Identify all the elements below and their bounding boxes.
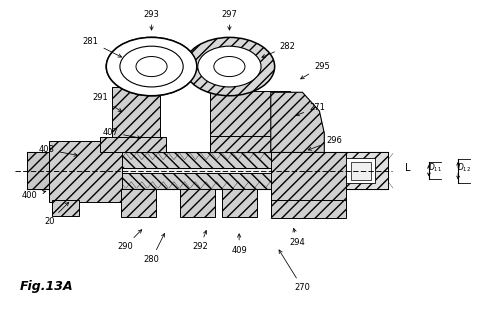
Bar bbox=[52, 200, 79, 216]
Polygon shape bbox=[271, 92, 325, 152]
Bar bbox=[122, 189, 157, 217]
Text: 293: 293 bbox=[143, 10, 160, 30]
Text: 409: 409 bbox=[231, 234, 247, 255]
Text: $D_{11}$: $D_{11}$ bbox=[427, 161, 442, 174]
Text: 270: 270 bbox=[279, 250, 310, 292]
Bar bbox=[351, 162, 370, 180]
Bar bbox=[27, 152, 387, 168]
Text: 280: 280 bbox=[143, 233, 164, 264]
Bar bbox=[27, 152, 51, 190]
Text: 295: 295 bbox=[301, 62, 330, 79]
Text: 271: 271 bbox=[296, 103, 325, 116]
Text: 296: 296 bbox=[308, 136, 342, 150]
Bar bbox=[210, 91, 290, 152]
Text: $D_{12}$: $D_{12}$ bbox=[457, 161, 471, 174]
Text: 400: 400 bbox=[22, 191, 46, 200]
Bar bbox=[27, 168, 387, 173]
Bar bbox=[210, 136, 290, 152]
Bar bbox=[112, 87, 160, 152]
Text: 290: 290 bbox=[117, 230, 142, 251]
Text: 282: 282 bbox=[262, 42, 296, 58]
Bar bbox=[180, 189, 215, 217]
Bar bbox=[271, 152, 346, 202]
Circle shape bbox=[136, 56, 167, 77]
Text: 407: 407 bbox=[102, 128, 141, 139]
Text: 291: 291 bbox=[93, 94, 122, 112]
Circle shape bbox=[184, 37, 275, 96]
Text: 20: 20 bbox=[44, 203, 69, 226]
Circle shape bbox=[120, 46, 183, 87]
Bar bbox=[346, 158, 375, 183]
Bar bbox=[271, 199, 346, 218]
Text: 297: 297 bbox=[222, 10, 237, 30]
Circle shape bbox=[214, 56, 245, 77]
Circle shape bbox=[106, 37, 197, 96]
Text: 292: 292 bbox=[192, 231, 208, 251]
Circle shape bbox=[198, 46, 261, 87]
Text: 281: 281 bbox=[83, 37, 122, 57]
Bar bbox=[101, 137, 166, 152]
Bar bbox=[49, 141, 122, 202]
Bar bbox=[27, 173, 387, 189]
Bar bbox=[339, 152, 387, 189]
Text: 294: 294 bbox=[290, 228, 305, 247]
Bar bbox=[222, 189, 257, 217]
Text: Fig.13A: Fig.13A bbox=[20, 280, 74, 293]
Text: 408: 408 bbox=[39, 145, 78, 156]
Circle shape bbox=[106, 37, 197, 96]
Text: L: L bbox=[405, 163, 410, 173]
